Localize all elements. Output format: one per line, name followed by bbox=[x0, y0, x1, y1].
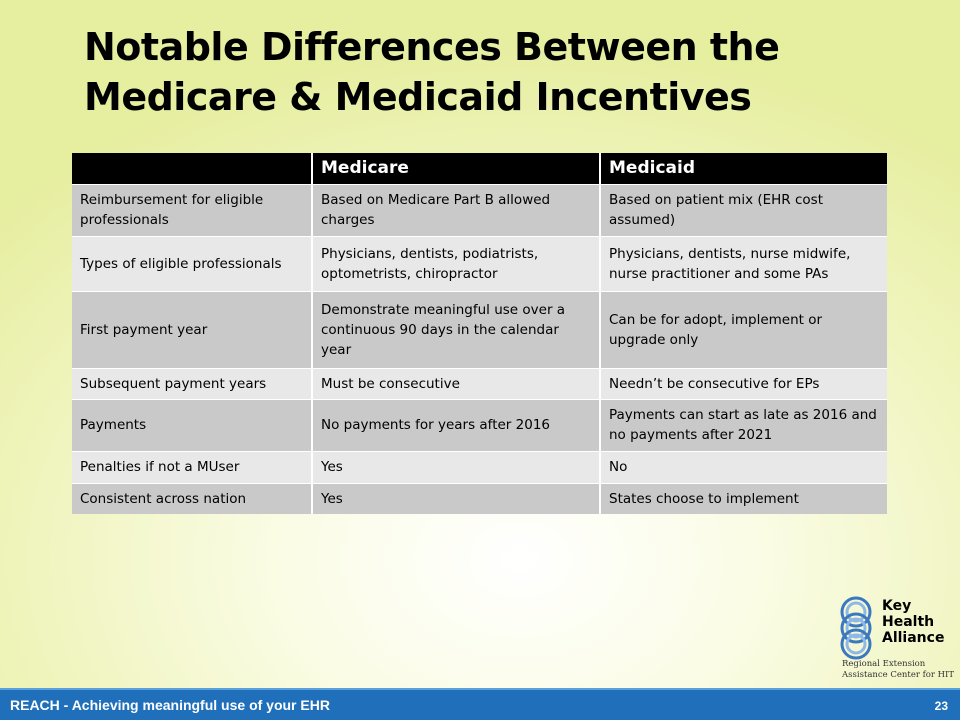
logo-subtitle-line-1: Regional Extension bbox=[842, 659, 926, 669]
medicare-cell: Physicians, dentists, podiatrists, optom… bbox=[312, 235, 601, 291]
table-row: Types of eligible professionals Physicia… bbox=[72, 235, 887, 291]
slide-title-line-2: Medicare & Medicaid Incentives bbox=[84, 75, 752, 119]
comparison-table: Medicare Medicaid Reimbursement for elig… bbox=[72, 153, 887, 514]
medicaid-cell: Physicians, dentists, nurse midwife, nur… bbox=[600, 235, 887, 291]
medicare-cell: Yes bbox=[312, 450, 601, 483]
slide-title: Notable Differences Between the Medicare… bbox=[84, 22, 904, 122]
table-row: First payment year Demonstrate meaningfu… bbox=[72, 290, 887, 368]
medicare-cell: Based on Medicare Part B allowed charges bbox=[312, 183, 601, 236]
table-header-row: Medicare Medicaid bbox=[72, 153, 887, 184]
row-label-cell: Reimbursement for eligible professionals bbox=[72, 183, 313, 236]
table-row: Consistent across nation Yes States choo… bbox=[72, 482, 887, 514]
medicare-cell: Must be consecutive bbox=[312, 367, 601, 399]
row-label-cell: Penalties if not a MUser bbox=[72, 450, 313, 483]
logo-rings-icon bbox=[840, 596, 872, 660]
footer-bar: REACH - Achieving meaningful use of your… bbox=[0, 688, 960, 720]
medicaid-cell: No bbox=[600, 450, 887, 483]
logo-subtitle-line-2: Assistance Center for HIT bbox=[842, 670, 955, 680]
header-cell-medicare: Medicare bbox=[312, 153, 601, 184]
table-row: Subsequent payment years Must be consecu… bbox=[72, 367, 887, 399]
logo-name: Key Health Alliance bbox=[882, 598, 944, 646]
footer-text: REACH - Achieving meaningful use of your… bbox=[10, 697, 330, 713]
row-label-cell: First payment year bbox=[72, 290, 313, 368]
logo-subtitle: Regional Extension Assistance Center for… bbox=[842, 659, 960, 681]
row-label-cell: Payments bbox=[72, 398, 313, 451]
logo-name-line-2: Health bbox=[882, 614, 935, 630]
page-number: 23 bbox=[934, 699, 948, 713]
slide-title-line-1: Notable Differences Between the bbox=[84, 25, 780, 69]
medicare-cell: Demonstrate meaningful use over a contin… bbox=[312, 290, 601, 368]
medicaid-cell: States choose to implement bbox=[600, 482, 887, 514]
medicaid-cell: Based on patient mix (EHR cost assumed) bbox=[600, 183, 887, 236]
medicaid-cell: Can be for adopt, implement or upgrade o… bbox=[600, 290, 887, 368]
logo-name-line-1: Key bbox=[882, 598, 912, 614]
logo-name-line-3: Alliance bbox=[882, 630, 945, 646]
header-cell-criteria bbox=[72, 153, 313, 184]
row-label-cell: Consistent across nation bbox=[72, 482, 313, 514]
medicaid-cell: Payments can start as late as 2016 and n… bbox=[600, 398, 887, 451]
key-health-alliance-logo: Key Health Alliance Regional Extension A… bbox=[832, 596, 957, 688]
table-row: Penalties if not a MUser Yes No bbox=[72, 450, 887, 483]
table-row: Reimbursement for eligible professionals… bbox=[72, 183, 887, 236]
header-cell-medicaid: Medicaid bbox=[600, 153, 887, 184]
row-label-cell: Subsequent payment years bbox=[72, 367, 313, 399]
row-label-cell: Types of eligible professionals bbox=[72, 235, 313, 291]
medicare-cell: No payments for years after 2016 bbox=[312, 398, 601, 451]
medicaid-cell: Needn’t be consecutive for EPs bbox=[600, 367, 887, 399]
medicare-cell: Yes bbox=[312, 482, 601, 514]
table-row: Payments No payments for years after 201… bbox=[72, 398, 887, 451]
